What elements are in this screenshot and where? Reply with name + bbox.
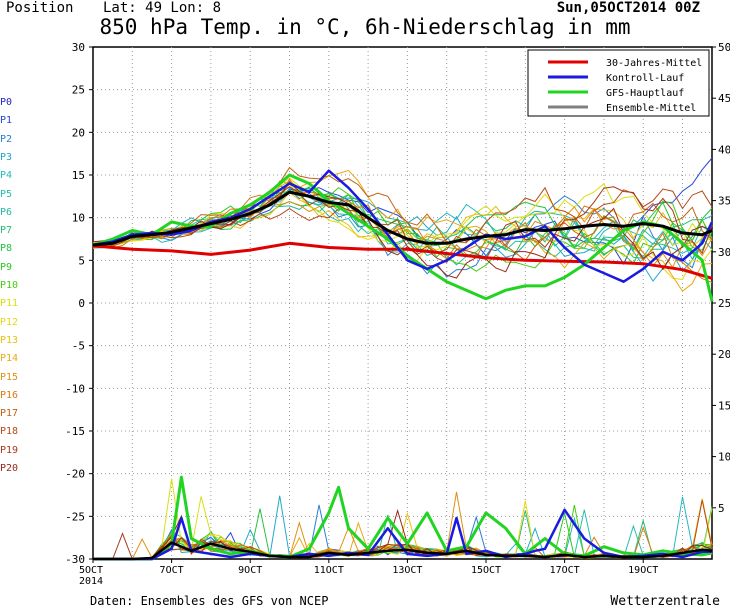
y-right-tick-label: 45 [718,92,730,105]
member-label-p20: P20 [0,463,19,474]
member-temp-line-p9 [92,187,713,265]
y-left-tick-label: 0 [78,297,85,310]
member-label-p6: P6 [0,206,13,218]
legend: 30-Jahres-Mittel Kontroll-Lauf GFS-Hauptla… [527,49,710,117]
y-left-tick-label: 5 [78,254,85,267]
y-left-tick-label: -5 [72,340,85,353]
member-label-p8: P8 [0,243,13,255]
y-right-tick-label: 25 [718,297,730,310]
grid-lines [93,47,712,559]
chart-title: 850 hPa Temp. in °C, 6h-Niederschlag in … [99,15,631,39]
member-label-p10: P10 [0,280,19,291]
y-left-tick-label: 15 [72,169,85,182]
y-right-tick-label: 15 [718,399,730,412]
y-left-tick-label: -15 [65,425,85,438]
x-tick-label: 7OCT [160,565,184,576]
y-right-tick-label: 10 [718,451,730,464]
legend-label: Ensemble-Mittel [606,103,696,114]
main-run-precip-line [93,475,713,561]
y-left-tick-label: -25 [65,510,85,523]
legend-label: 30-Jahres-Mittel [606,58,702,69]
member-label-p15: P15 [0,371,19,383]
legend-label: GFS-Hauptlauf [606,88,684,99]
x-tick-label: 11OCT [314,565,344,576]
member-temp-line-p17 [92,166,713,262]
member-temp-line-p18 [92,186,713,254]
member-label-p4: P4 [0,170,13,182]
y-left-tick-label: -30 [65,553,85,566]
ensemble-mean-temp-line [92,190,713,247]
member-label-p13: P13 [0,334,19,346]
y-left-tick-label: 10 [72,212,85,225]
ensemble-mean-precip-line [93,541,713,561]
y-right-tick-label: 5 [718,502,725,515]
member-label-p17: P17 [0,408,19,420]
member-label-p14: P14 [0,353,19,365]
x-ticks: 5OCT2014 7OCT 9OCT 11OCT 13OCT 15OCT 17OCT 19OC… [79,559,658,587]
climate-mean-line [92,241,713,280]
y-right-tick-label: 35 [718,195,730,208]
x-tick-label: 2014 [79,576,103,587]
control-precip-line [93,508,712,561]
y-right-tick-label: 50 [718,41,730,54]
x-tick-label: 13OCT [392,565,422,576]
x-tick-label: 15OCT [471,565,501,576]
member-label-p19: P19 [0,444,19,456]
lat-lon-label: Lat: 49 Lon: 8 [103,0,222,16]
member-label-p12: P12 [0,316,19,328]
y-right-tick-label: 20 [718,348,730,361]
x-tick-label: 17OCT [550,565,580,576]
highlight-series [92,169,714,561]
member-label-p1: P1 [0,115,13,127]
member-label-p16: P16 [0,389,19,401]
run-timestamp: Sun,05OCT2014 00Z [556,0,700,16]
y-left-ticks: 30 25 20 15 10 5 0 -5 -10 -15 -20 -25 -30 [65,41,93,566]
y-left-tick-label: 20 [72,126,85,139]
y-left-tick-label: 30 [72,41,85,54]
x-tick-label: 5OCT [79,565,103,576]
y-right-ticks: 50 45 40 35 30 25 20 15 10 5 [712,41,730,515]
brand-label: Wetterzentrale [610,594,720,609]
x-tick-label: 19OCT [628,565,658,576]
member-label-p3: P3 [0,151,13,163]
member-label-p7: P7 [0,225,13,237]
member-temp-line-p19 [92,186,713,263]
member-label-p0: P0 [0,97,13,108]
legend-label: Kontroll-Lauf [606,73,684,84]
x-tick-label: 9OCT [238,565,262,576]
y-right-tick-label: 40 [718,143,730,156]
y-left-tick-label: -10 [65,382,85,395]
y-right-tick-label: 30 [718,246,730,259]
data-source: Daten: Ensembles des GFS von NCEP [90,594,329,608]
y-left-tick-label: 25 [72,84,85,97]
member-label-p11: P11 [0,298,19,310]
member-label-p2: P2 [0,133,13,145]
member-label-p9: P9 [0,261,13,273]
y-left-tick-label: -20 [65,468,85,481]
position-label: Position [6,0,74,16]
member-label-p18: P18 [0,426,19,438]
member-label-p5: P5 [0,188,13,200]
